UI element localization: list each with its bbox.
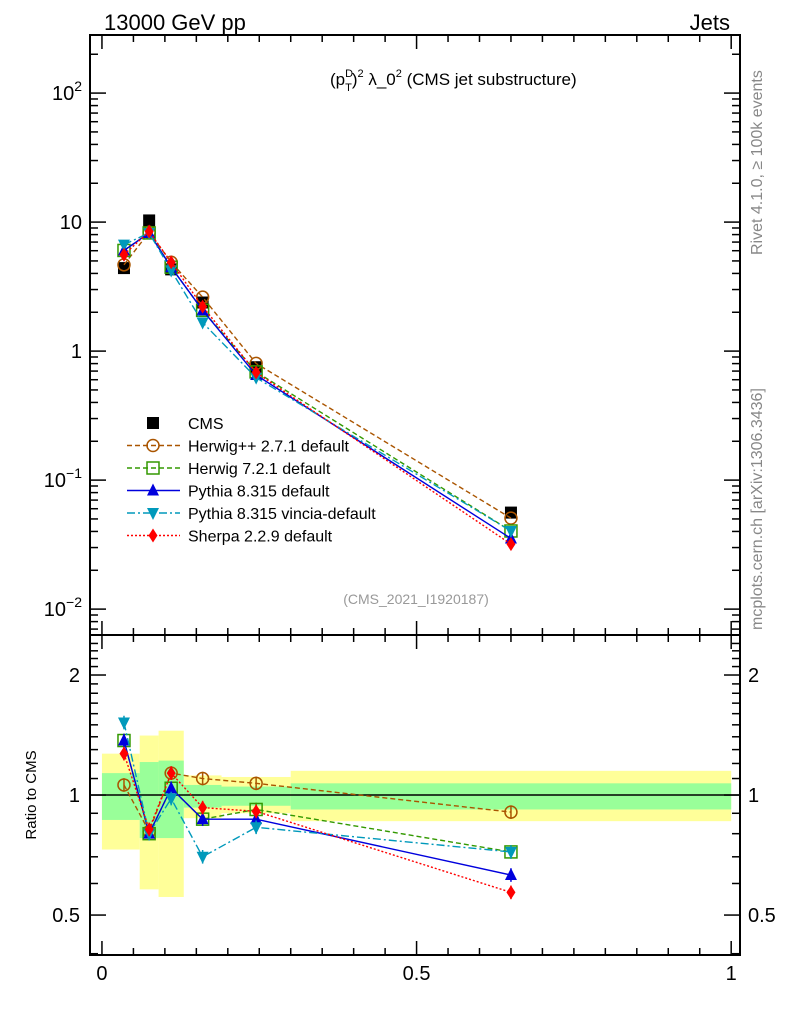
cms-data-point	[117, 262, 130, 275]
legend: CMS Herwig++ 2.7.1 default Herwig 7.2.1 de…	[127, 416, 376, 546]
series-point	[506, 537, 516, 552]
series-point	[198, 299, 208, 314]
ratio-point	[117, 717, 130, 730]
ratio-point	[504, 868, 517, 881]
series-point	[117, 239, 130, 252]
legend-entry: Sherpa 2.2.9 default	[127, 528, 333, 546]
ratio-point	[144, 822, 154, 837]
legend-marker	[146, 461, 160, 475]
ratio-line	[123, 772, 512, 834]
series-point	[251, 365, 261, 380]
process-label: Jets	[690, 10, 730, 35]
series-point	[166, 255, 176, 270]
series-point	[119, 247, 129, 262]
legend-entry: CMS	[147, 416, 224, 433]
ratio-point	[198, 800, 208, 815]
ratio-point	[249, 776, 263, 791]
ratio-point	[504, 805, 518, 819]
ratio-point	[195, 771, 210, 786]
chart-marks	[117, 214, 518, 900]
legend-marker	[147, 417, 159, 429]
legend-label: Sherpa 2.2.9 default	[188, 529, 333, 546]
mcplots-label: mcplots.cern.ch [arXiv:1306.3436]	[749, 388, 766, 630]
series-point	[196, 317, 209, 330]
y-tick-label: 1	[71, 341, 82, 363]
y-tick-label: 10	[60, 212, 82, 234]
y-tick-label: 10−2	[44, 594, 82, 621]
energy-label: 13000 GeV pp	[104, 10, 246, 35]
series-diamond	[119, 224, 516, 900]
ratio-point	[250, 822, 263, 835]
ratio-y-tick-label: 2	[69, 665, 80, 687]
x-tick-label: 0.5	[403, 963, 431, 985]
ratio-y-tick-label-right: 0.5	[748, 905, 776, 927]
ratio-point	[117, 778, 131, 792]
x-tick-label: 1	[726, 963, 737, 985]
ratio-y-tick-label: 0.5	[52, 905, 80, 927]
ratio-y-tick-label-right: 1	[748, 785, 759, 807]
ratio-point	[196, 851, 209, 864]
ratio-y-tick-label: 1	[69, 785, 80, 807]
rivet-label: Rivet 4.1.0, ≥ 100k events	[749, 70, 766, 255]
plot-title: (pD T)2 λ_02 (CMS jet substructure)	[330, 68, 577, 94]
legend-marker	[147, 508, 159, 520]
ratio-point	[117, 733, 130, 746]
uncertainty-band-green	[221, 786, 291, 806]
ratio-point	[251, 804, 261, 819]
legend-label: Herwig 7.2.1 default	[188, 461, 331, 478]
ratio-line	[123, 722, 512, 858]
ratio-point	[504, 846, 517, 859]
series-point	[165, 265, 178, 278]
legend-entry: Pythia 8.315 vincia-default	[127, 506, 376, 523]
ratio-y-tick-label-right: 2	[748, 665, 759, 687]
legend-marker	[146, 438, 160, 453]
ratio-point	[165, 781, 178, 794]
legend-label: Herwig++ 2.7.1 default	[188, 439, 350, 456]
series-point	[144, 224, 154, 239]
legend-label: Pythia 8.315 vincia-default	[188, 506, 376, 523]
ratio-point	[165, 793, 178, 806]
series-line	[123, 230, 512, 545]
cms-data-point	[143, 214, 156, 227]
series-point	[504, 511, 518, 525]
ratio-point	[119, 746, 129, 761]
legend-label: Pythia 8.315 default	[188, 484, 330, 501]
legend-entry: Herwig++ 2.7.1 default	[127, 439, 350, 456]
legend-entry: Herwig 7.2.1 default	[127, 461, 331, 478]
uncertainty-band-green	[183, 784, 222, 808]
series-point	[504, 525, 517, 538]
uncertainty-band-green	[290, 783, 732, 810]
axes: 0 0.5 1 10−2 10−1 1 10 102 0.5 0.5 1 1 2 2	[44, 34, 776, 985]
ratio-ylabel: Ratio to CMS	[23, 750, 40, 839]
y-tick-label: 10−1	[44, 465, 82, 492]
ratio-bands	[90, 730, 740, 897]
ratio-line	[123, 753, 512, 894]
ratio-point	[506, 885, 516, 900]
x-tick-label: 0	[96, 963, 107, 985]
legend-label: CMS	[188, 416, 224, 433]
y-tick-label: 102	[52, 78, 82, 105]
analysis-id: (CMS_2021_I1920187)	[343, 591, 489, 607]
ratio-point	[196, 812, 209, 825]
legend-entry: Pythia 8.315 default	[127, 483, 330, 501]
ratio-point	[166, 766, 176, 781]
legend-marker	[147, 483, 159, 496]
legend-marker	[148, 528, 158, 543]
